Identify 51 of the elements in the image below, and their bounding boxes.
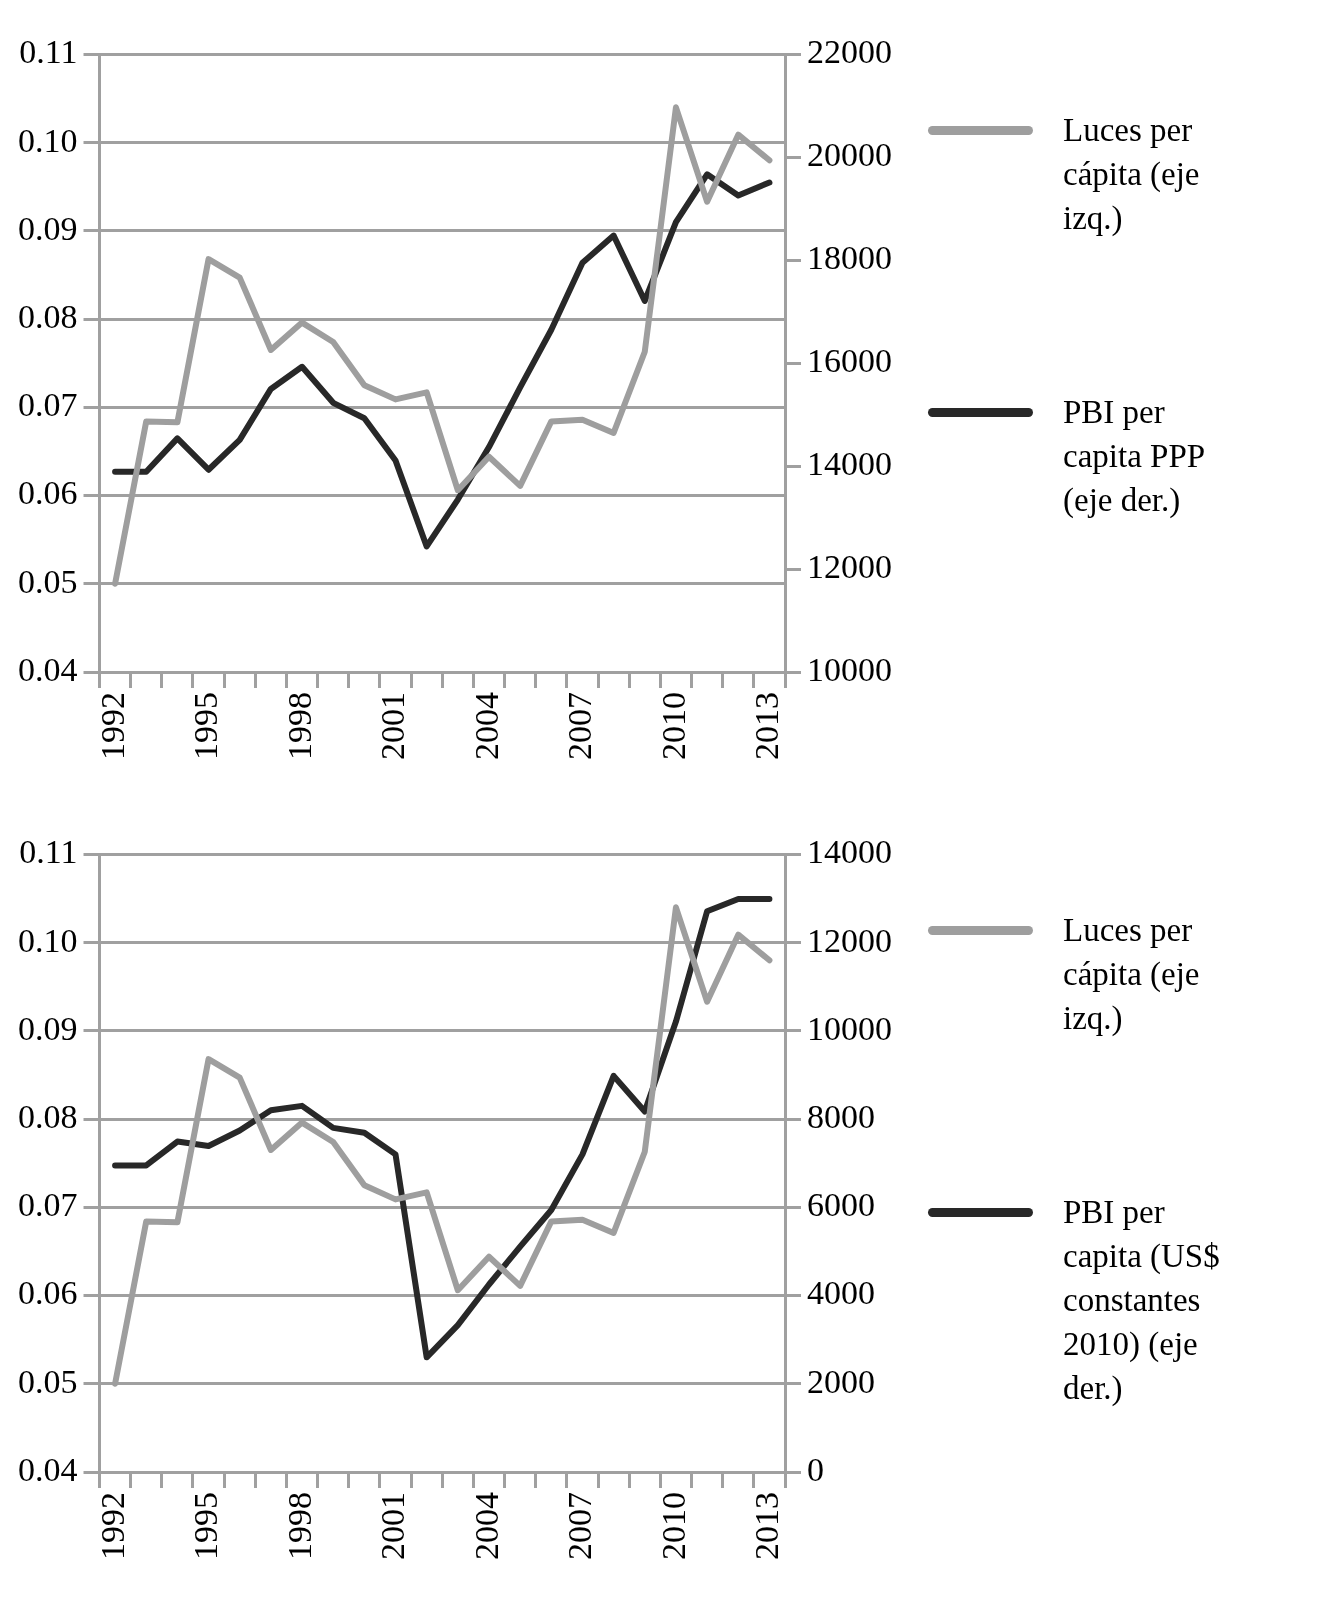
y-tick-label: 0.08 [18,298,78,336]
y-tick-label: 0.04 [18,1450,78,1488]
y2-tick-label: 22000 [807,33,892,71]
y2-tick-label: 10000 [807,1009,892,1047]
y2-tick-label: 8000 [807,1098,875,1136]
y-tick-label: 0.09 [18,1009,78,1047]
x-tick-label: 2013 [748,692,786,760]
legend-label: Luces per cápita (eje izq.) [1063,111,1201,238]
y-tick-label: 0.11 [19,833,78,871]
y2-tick-label: 6000 [807,1186,875,1224]
y2-tick-label: 10000 [807,650,892,688]
legend-label: Luces per cápita (eje izq.) [1063,911,1201,1038]
x-tick-label: 1998 [280,692,318,760]
x-tick-label: 1998 [280,1492,318,1560]
x-tick-label: 1995 [187,1492,225,1560]
y2-tick-label: 14000 [807,833,892,871]
x-tick-label: 1995 [187,692,225,760]
y2-tick-label: 2000 [807,1362,875,1400]
x-tick-label: 2010 [654,692,692,760]
x-tick-label: 2007 [561,692,599,760]
y-tick-label: 0.07 [18,386,78,424]
y-tick-label: 0.05 [18,1362,78,1400]
x-tick-label: 2004 [467,1492,505,1560]
y2-tick-label: 12000 [807,921,892,959]
y-tick-label: 0.04 [18,650,78,688]
x-tick-label: 2007 [561,1492,599,1560]
x-tick-label: 1992 [94,1492,131,1560]
y2-tick-label: 4000 [807,1274,875,1312]
y-tick-label: 0.08 [18,1098,78,1136]
x-tick-label: 1992 [94,692,131,760]
y-tick-label: 0.06 [18,474,78,512]
y2-tick-label: 0 [807,1450,824,1488]
y-tick-label: 0.10 [18,121,78,159]
legend-label: PBI per capita PPP (eje der.) [1063,393,1205,520]
y-tick-label: 0.06 [18,1274,78,1312]
y-tick-label: 0.09 [18,209,78,247]
y2-tick-label: 14000 [807,445,892,483]
y2-tick-label: 18000 [807,239,892,277]
y2-tick-label: 12000 [807,547,892,585]
y-tick-label: 0.05 [18,562,78,600]
y2-tick-label: 16000 [807,342,892,380]
x-tick-label: 2010 [654,1492,692,1560]
x-tick-label: 2004 [467,692,505,760]
y2-tick-label: 20000 [807,136,892,174]
y-tick-label: 0.11 [19,33,78,71]
legend-label: PBI per capita (US$ constantes 2010) (eje der.) [1063,1193,1221,1408]
y-tick-label: 0.10 [18,921,78,959]
x-tick-label: 2013 [748,1492,786,1560]
x-tick-label: 2001 [374,1492,412,1560]
y-tick-label: 0.07 [18,1186,78,1224]
x-tick-label: 2001 [374,692,412,760]
